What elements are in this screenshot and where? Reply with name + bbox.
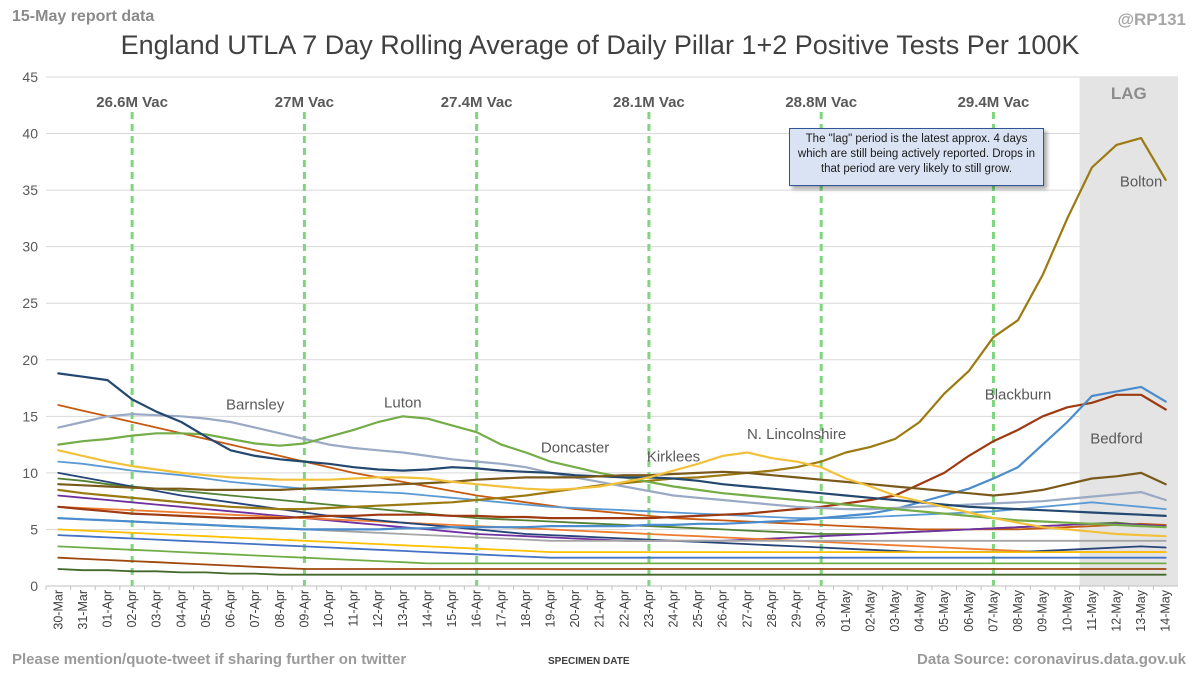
x-tick-label: 23-Apr: [642, 590, 656, 628]
data-source: Data Source: coronavirus.data.gov.uk: [917, 651, 1186, 668]
series-annotation: Barnsley: [226, 397, 285, 414]
series-line-other: [57, 545, 1167, 565]
y-tick-label: 0: [30, 578, 38, 594]
series-annotation: Bedford: [1090, 430, 1143, 447]
vaccine-marker-label: 28.8M Vac: [785, 94, 857, 111]
series-line-other: [57, 534, 1167, 559]
x-tick-label: 18-Apr: [519, 590, 533, 628]
x-tick-label: 02-May: [863, 589, 877, 631]
x-tick-label: 05-May: [937, 589, 951, 631]
x-tick-label: 14-May: [1159, 589, 1173, 631]
lag-shading: [1079, 77, 1178, 586]
vaccine-marker-label: 29.4M Vac: [958, 94, 1030, 111]
vaccine-marker-label: 27.4M Vac: [441, 94, 513, 111]
y-tick-label: 25: [22, 295, 38, 311]
x-tick-label: 13-May: [1134, 589, 1148, 631]
y-tick-label: 30: [22, 239, 38, 255]
x-tick-label: 14-Apr: [420, 590, 434, 628]
y-tick-label: 10: [22, 465, 38, 481]
x-tick-label: 24-Apr: [667, 590, 681, 628]
x-tick-label: 03-Apr: [150, 590, 164, 628]
series-line-other: [57, 505, 1167, 553]
x-tick-label: 03-May: [888, 589, 902, 631]
x-tick-label: 29-Apr: [790, 590, 804, 628]
series-annotation: Blackburn: [985, 386, 1052, 403]
x-tick-label: 19-Apr: [543, 590, 557, 628]
x-tick-label: 04-May: [913, 589, 927, 631]
x-tick-label: 08-Apr: [273, 590, 287, 628]
y-tick-label: 15: [22, 408, 38, 424]
x-tick-label: 11-Apr: [347, 590, 361, 627]
x-tick-label: 12-May: [1109, 589, 1123, 631]
x-tick-label: 07-Apr: [248, 590, 262, 628]
x-tick-label: 04-Apr: [174, 590, 188, 628]
x-tick-label: 16-Apr: [470, 590, 484, 628]
series-line-other: [57, 568, 1167, 576]
x-tick-label: 01-Apr: [101, 590, 115, 628]
series-line-n-lincolnshire: [57, 449, 1167, 538]
x-axis-title: SPECIMEN DATE: [548, 656, 630, 667]
vaccine-markers: 26.6M Vac 27M Vac 27.4M Vac 28.1M Vac 28.8M …: [96, 94, 1029, 586]
series-lines: [57, 137, 1167, 576]
x-tick-label: 20-Apr: [568, 590, 582, 628]
series-line-other: [57, 460, 1167, 519]
series-line-other: [57, 528, 1167, 553]
x-tick-label: 10-Apr: [322, 590, 336, 628]
series-line-bolton: [57, 137, 1167, 511]
series-annotation: Doncaster: [541, 440, 609, 457]
x-tick-label: 22-Apr: [617, 590, 631, 628]
x-tick-label: 06-May: [962, 589, 976, 631]
x-tick-label: 27-Apr: [740, 590, 754, 628]
y-tick-label: 20: [22, 352, 38, 368]
x-tick-label: 28-Apr: [765, 590, 779, 628]
y-tick-label: 40: [22, 126, 38, 142]
x-tick-label: 21-Apr: [593, 590, 607, 628]
x-tick-label: 01-May: [839, 589, 853, 631]
series-line-blackburn: [57, 393, 1167, 520]
x-tick-label: 07-May: [986, 589, 1000, 631]
x-tick-label: 05-Apr: [199, 590, 213, 628]
chart-title: England UTLA 7 Day Rolling Average of Da…: [120, 30, 1080, 60]
series-annotation: Kirklees: [647, 449, 700, 466]
series-annotation: Bolton: [1120, 174, 1163, 191]
lag-label: LAG: [1111, 84, 1147, 103]
series-line-bedford: [57, 385, 1167, 531]
x-tick-label: 15-Apr: [445, 590, 459, 628]
x-tick-label: 25-Apr: [691, 590, 705, 628]
lag-note-text: The "lag" period is the latest approx. 4…: [797, 133, 1036, 175]
x-tick-label: 17-Apr: [494, 590, 508, 628]
series-line-other: [57, 556, 1167, 570]
x-tick-label: 30-Apr: [814, 590, 828, 628]
lag-note-box: The "lag" period is the latest approx. 4…: [789, 128, 1044, 186]
report-date-label: 15-May report data: [12, 8, 155, 25]
series-annotation: Luton: [384, 394, 422, 411]
y-tick-label: 35: [22, 182, 38, 198]
vaccine-marker-label: 28.1M Vac: [613, 94, 685, 111]
x-tick-label: 09-May: [1036, 589, 1050, 631]
y-tick-label: 45: [22, 69, 38, 85]
x-tick-label: 11-May: [1085, 589, 1099, 631]
series-annotations: Barnsley Luton Doncaster Kirklees N. Lincoln…: [226, 174, 1162, 466]
gridlines: [46, 76, 1178, 587]
share-note: Please mention/quote-tweet if sharing fu…: [12, 651, 407, 668]
x-tick-label: 13-Apr: [396, 590, 410, 628]
vaccine-marker-label: 26.6M Vac: [96, 94, 168, 111]
x-tick-label: 02-Apr: [125, 590, 139, 628]
x-tick-label: 08-May: [1011, 589, 1025, 631]
x-tick-label: 31-Mar: [76, 590, 90, 630]
y-tick-label: 5: [30, 521, 38, 537]
x-tick-label: 09-Apr: [297, 590, 311, 628]
vaccine-marker-label: 27M Vac: [275, 94, 334, 111]
axes: 0 5 10 15 20 25 30 35 40 45 30-Mar 31-Mar 01-Apr 02-A…: [22, 69, 1178, 632]
series-line-kirklees: [57, 470, 1167, 497]
x-tick-label: 12-Apr: [371, 590, 385, 628]
x-tick-label: 30-Mar: [51, 590, 65, 630]
series-annotation: N. Lincolnshire: [747, 426, 846, 443]
x-tick-label: 10-May: [1060, 589, 1074, 631]
x-tick-label: 26-Apr: [716, 590, 730, 628]
author-handle: @RP131: [1117, 10, 1186, 29]
lag-region: LAG: [1079, 77, 1178, 586]
x-tick-label: 06-Apr: [224, 590, 238, 628]
